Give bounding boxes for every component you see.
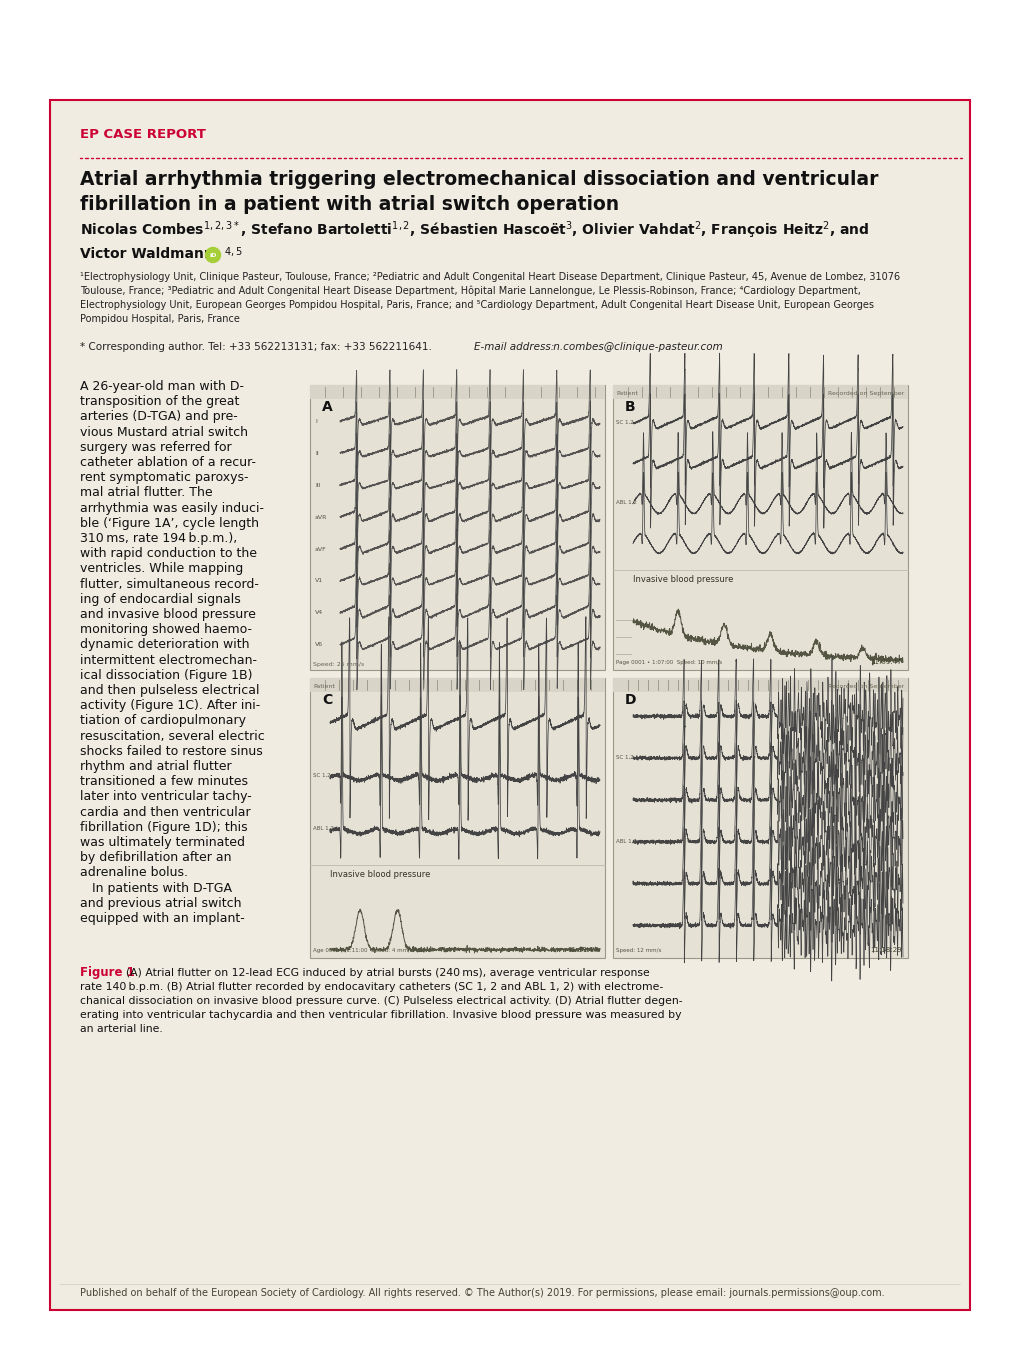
Text: was ultimately terminated: was ultimately terminated [79,836,245,849]
Text: fibrillation in a patient with atrial switch operation: fibrillation in a patient with atrial sw… [79,194,619,213]
Text: arrhythmia was easily induci-: arrhythmia was easily induci- [79,501,264,515]
Text: equipped with an implant-: equipped with an implant- [79,912,245,925]
Text: cardia and then ventricular: cardia and then ventricular [79,806,251,818]
Bar [310,678,604,958]
Text: 11:11:13: 11:11:13 [567,947,598,953]
Text: In patients with D-TGA: In patients with D-TGA [79,882,231,894]
Text: flutter, simultaneous record-: flutter, simultaneous record- [79,578,259,591]
Text: transitioned a few minutes: transitioned a few minutes [79,775,248,788]
Text: Patient: Patient [615,391,637,395]
Bar [310,678,604,692]
Text: arteries (D-TGA) and pre-: arteries (D-TGA) and pre- [79,410,237,424]
Text: A: A [322,400,332,414]
Text: C: C [322,693,332,707]
Text: EP CASE REPORT: EP CASE REPORT [79,128,206,141]
Text: aVR: aVR [315,515,327,519]
Text: surgery was referred for: surgery was referred for [79,440,231,454]
Text: mal atrial flutter. The: mal atrial flutter. The [79,487,212,499]
Text: V1: V1 [315,579,323,583]
Text: ABL 1,2: ABL 1,2 [313,826,333,832]
Text: aVF: aVF [315,546,326,552]
Text: ABL 1,2: ABL 1,2 [615,499,636,504]
Text: * Corresponding author. Tel: +33 562213131; fax: +33 562211641.: * Corresponding author. Tel: +33 5622131… [79,342,435,352]
Text: and previous atrial switch: and previous atrial switch [79,897,242,909]
Text: monitoring showed haemo-: monitoring showed haemo- [79,624,252,636]
Bar [612,385,907,670]
Bar [50,101,969,1310]
Bar [612,678,907,958]
Text: Invasive blood pressure: Invasive blood pressure [633,575,733,584]
Text: rate 140 b.p.m. (B) Atrial flutter recorded by endocavitary catheters (SC 1, 2 a: rate 140 b.p.m. (B) Atrial flutter recor… [79,983,662,992]
Text: Patient: Patient [313,684,334,689]
Text: Nicolas Combes$^{1,2,3*}$, Stefano Bartoletti$^{1,2}$, Sébastien Hascoët$^{3}$, : Nicolas Combes$^{1,2,3*}$, Stefano Barto… [79,219,868,241]
Text: SC 1,2: SC 1,2 [615,754,633,760]
Text: SC 1,2: SC 1,2 [313,772,330,777]
Text: and invasive blood pressure: and invasive blood pressure [79,607,256,621]
Text: E-mail address:: E-mail address: [474,342,553,352]
Text: Invasive blood pressure: Invasive blood pressure [330,870,430,879]
Text: Age 0001 • 1:11:00  Speed: 4 mm/s: Age 0001 • 1:11:00 Speed: 4 mm/s [313,949,413,953]
Text: Speed: 25 mm/s: Speed: 25 mm/s [313,662,364,667]
Text: shocks failed to restore sinus: shocks failed to restore sinus [79,745,263,758]
Text: tiation of cardiopulmonary: tiation of cardiopulmonary [79,715,246,727]
Text: chanical dissociation on invasive blood pressure curve. (C) Pulseless electrical: chanical dissociation on invasive blood … [79,996,682,1006]
Text: resuscitation, several electric: resuscitation, several electric [79,730,265,742]
Text: Pompidou Hospital, Paris, France: Pompidou Hospital, Paris, France [79,314,239,323]
Text: and then pulseless electrical: and then pulseless electrical [79,684,259,697]
Text: iD: iD [209,253,216,258]
Text: later into ventricular tachy-: later into ventricular tachy- [79,791,252,803]
Text: Published on behalf of the European Society of Cardiology. All rights reserved. : Published on behalf of the European Soci… [79,1288,883,1298]
Text: ing of endocardial signals: ing of endocardial signals [79,593,240,606]
Text: III: III [315,482,320,488]
Text: by defibrillation after an: by defibrillation after an [79,851,231,864]
Text: Toulouse, France; ³Pediatric and Adult Congenital Heart Disease Department, Hôpi: Toulouse, France; ³Pediatric and Adult C… [79,285,860,296]
Text: vious Mustard atrial switch: vious Mustard atrial switch [79,425,248,439]
Text: Victor Waldmann: Victor Waldmann [79,247,214,261]
Text: ventricles. While mapping: ventricles. While mapping [79,563,243,575]
Text: intermittent electromechan-: intermittent electromechan- [79,654,257,667]
Text: transposition of the great: transposition of the great [79,395,239,408]
Text: 11:09:47: 11:09:47 [869,659,901,665]
Text: 310 ms, rate 194 b.p.m.),: 310 ms, rate 194 b.p.m.), [79,531,237,545]
Text: ical dissociation (Figure 1B): ical dissociation (Figure 1B) [79,669,253,682]
Bar [310,385,604,670]
Text: Recorded on September: Recorded on September [827,391,904,395]
Text: activity (Figure 1C). After ini-: activity (Figure 1C). After ini- [79,699,260,712]
Text: Electrophysiology Unit, European Georges Pompidou Hospital, Paris, France; and ⁵: Electrophysiology Unit, European Georges… [79,300,873,310]
Text: V4: V4 [315,610,323,616]
Text: erating into ventricular tachycardia and then ventricular fibrillation. Invasive: erating into ventricular tachycardia and… [79,1010,681,1021]
Bar [612,678,907,692]
Text: adrenaline bolus.: adrenaline bolus. [79,867,187,879]
Text: n.combes@clinique-pasteur.com: n.combes@clinique-pasteur.com [549,342,722,352]
Text: Figure 1: Figure 1 [79,966,135,978]
Text: ¹Electrophysiology Unit, Clinique Pasteur, Toulouse, France; ²Pediatric and Adul: ¹Electrophysiology Unit, Clinique Pasteu… [79,272,899,283]
Text: rhythm and atrial flutter: rhythm and atrial flutter [79,760,231,773]
Circle shape [205,247,220,262]
Text: fibrillation (Figure 1D); this: fibrillation (Figure 1D); this [79,821,248,834]
Text: Speed: 12 mm/s: Speed: 12 mm/s [615,949,660,953]
Text: V6: V6 [315,643,323,647]
Text: ABL 1,2: ABL 1,2 [615,839,636,844]
Text: $^{4,5}$: $^{4,5}$ [224,247,243,261]
Text: ble (‘Figure 1A’, cycle length: ble (‘Figure 1A’, cycle length [79,516,259,530]
Text: catheter ablation of a recur-: catheter ablation of a recur- [79,457,256,469]
Text: SC 1,2: SC 1,2 [615,420,633,425]
Text: an arterial line.: an arterial line. [79,1023,163,1034]
Text: rent symptomatic paroxys-: rent symptomatic paroxys- [79,472,249,484]
Text: dynamic deterioration with: dynamic deterioration with [79,639,250,651]
Text: A 26-year-old man with D-: A 26-year-old man with D- [79,381,244,393]
Text: (A) Atrial flutter on 12-lead ECG induced by atrial bursts (240 ms), average ven: (A) Atrial flutter on 12-lead ECG induce… [126,968,649,978]
Text: Recorded on September: Recorded on September [827,684,904,689]
Bar [310,385,604,400]
Text: I: I [315,419,317,424]
Text: II: II [315,451,318,455]
Text: B: B [625,400,635,414]
Text: Atrial arrhythmia triggering electromechanical dissociation and ventricular: Atrial arrhythmia triggering electromech… [79,170,877,189]
Bar [612,385,907,400]
Text: D: D [625,693,636,707]
Text: 11:18:29: 11:18:29 [869,947,901,953]
Text: with rapid conduction to the: with rapid conduction to the [79,548,257,560]
Text: Page 0001 • 1:07:00  Speed: 10 mm/s: Page 0001 • 1:07:00 Speed: 10 mm/s [615,660,721,665]
